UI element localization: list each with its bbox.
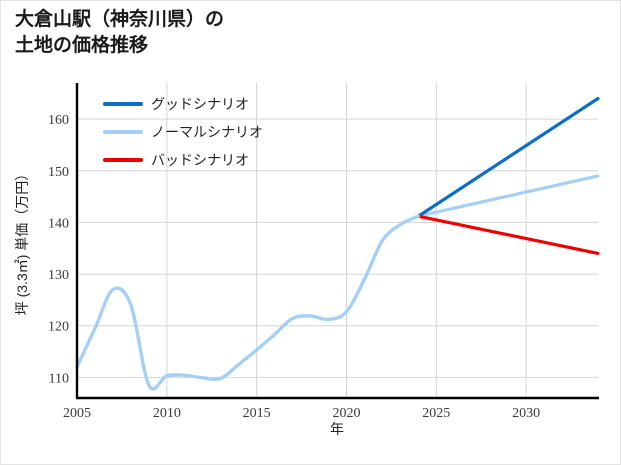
y-tick-label: 110 [49, 371, 69, 386]
x-tick-label: 2025 [422, 406, 450, 421]
y-tick-label: 130 [48, 268, 69, 283]
y-tick-label: 150 [48, 165, 69, 180]
y-tick-label: 160 [48, 113, 69, 128]
legend-label-1: ノーマルシナリオ [151, 126, 263, 141]
series-lines [75, 96, 600, 391]
legend-label-0: グッドシナリオ [151, 97, 249, 113]
x-tick-label: 2010 [153, 406, 181, 421]
y-tick-label: 120 [48, 320, 69, 335]
x-tick-label: 2005 [63, 406, 91, 421]
series-forecast-ノーマルシナリオ [416, 174, 600, 218]
x-axis-tick-labels: 2005 2010 2015 2020 2025 2030 [63, 406, 540, 421]
y-tick-label: 140 [48, 216, 69, 231]
x-axis-title: 年 [330, 421, 344, 437]
x-tick-label: 2020 [332, 406, 360, 421]
series-forecast-バッドシナリオ [416, 214, 600, 256]
y-axis-title: 坪 (3.3㎡) 単価（万円） [14, 167, 30, 316]
axis-lines [75, 83, 599, 400]
series-forecast-グッドシナリオ [416, 96, 600, 218]
page-title: 大倉山駅（神奈川県）の 土地の価格推移 [15, 9, 225, 56]
y-axis-tick-labels: 110 120 130 140 150 160 [48, 113, 69, 386]
series-history-ノーマルシナリオ [75, 214, 421, 391]
x-tick-label: 2015 [243, 406, 271, 421]
legend-label-2: バッドシナリオ [151, 154, 249, 169]
x-tick-label: 2030 [512, 406, 540, 421]
grid-lines [77, 83, 598, 398]
